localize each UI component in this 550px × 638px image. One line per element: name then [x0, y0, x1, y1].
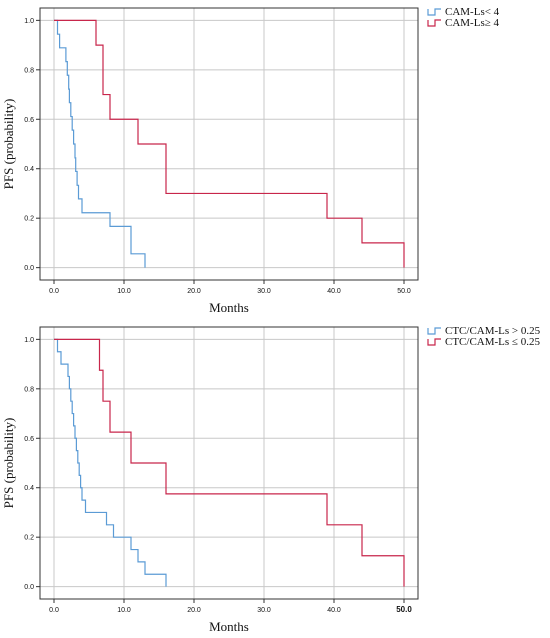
- x-tick-label-1: 10.0: [117, 288, 131, 295]
- x-tick-label-3: 30.0: [257, 288, 271, 295]
- legend-swatch-0: [427, 327, 441, 335]
- x-tick-label-3: 30.0: [257, 607, 271, 614]
- y-axis-title: PFS (probability): [1, 99, 16, 190]
- series-line-1: [54, 19, 405, 268]
- x-tick-label-4: 40.0: [327, 607, 341, 614]
- x-axis-title: Months: [209, 619, 249, 634]
- chart-panel-top: 0.0 10.0 20.0 30.0 40.0 50.0 0.0 0.2 0.4 0.6 0.8 1.…: [1, 6, 500, 315]
- km-chart-bottom: 0.0 10.0 20.0 30.0 40.0 50.0 0.0 0.2 0.4 0.6 0.8 1.…: [1, 325, 541, 634]
- legend-label-0: CAM-Ls< 4: [445, 6, 500, 18]
- x-tick-label-5: 50.0: [396, 605, 412, 614]
- legend-label-1: CTC/CAM-Ls ≤ 0.25: [445, 336, 540, 348]
- y-tick-label-2: 0.4: [24, 166, 34, 173]
- x-tick-label-2: 20.0: [187, 607, 201, 614]
- y-tick-label-3: 0.6: [24, 436, 34, 443]
- y-tick-label-0: 0.0: [24, 584, 34, 591]
- y-tick-label-5: 1.0: [24, 18, 34, 25]
- series-line-0: [54, 338, 167, 587]
- y-axis-title: PFS (probability): [1, 418, 16, 509]
- x-tick-label-5: 50.0: [397, 288, 411, 295]
- x-tick-label-4: 40.0: [327, 288, 341, 295]
- y-tick-label-1: 0.2: [24, 535, 34, 542]
- chart-panel-bottom: 0.0 10.0 20.0 30.0 40.0 50.0 0.0 0.2 0.4 0.6 0.8 1.…: [0, 319, 550, 638]
- plot-frame: [39, 326, 419, 600]
- legend-label-1: CAM-Ls≥ 4: [445, 17, 500, 29]
- x-tick-label-2: 20.0: [187, 288, 201, 295]
- x-tick-label-0: 0.0: [49, 288, 59, 295]
- x-tick-label-1: 10.0: [117, 607, 131, 614]
- y-tick-label-3: 0.6: [24, 117, 34, 124]
- legend-swatch-0: [427, 8, 441, 16]
- legend-label-0: CTC/CAM-Ls > 0.25: [445, 325, 541, 337]
- y-tick-label-2: 0.4: [24, 485, 34, 492]
- y-tick-label-4: 0.8: [24, 67, 34, 74]
- x-axis-title: Months: [209, 300, 249, 315]
- y-tick-label-5: 1.0: [24, 337, 34, 344]
- legend-swatch-1: [427, 338, 441, 346]
- y-tick-label-0: 0.0: [24, 265, 34, 272]
- km-chart-top: 0.0 10.0 20.0 30.0 40.0 50.0 0.0 0.2 0.4 0.6 0.8 1.…: [1, 6, 500, 315]
- legend-swatch-1: [427, 19, 441, 27]
- y-tick-label-1: 0.2: [24, 216, 34, 223]
- y-tick-label-4: 0.8: [24, 386, 34, 393]
- series-line-1: [54, 338, 405, 587]
- x-tick-label-0: 0.0: [49, 607, 59, 614]
- plot-frame: [39, 7, 419, 281]
- series-line-0: [54, 19, 146, 268]
